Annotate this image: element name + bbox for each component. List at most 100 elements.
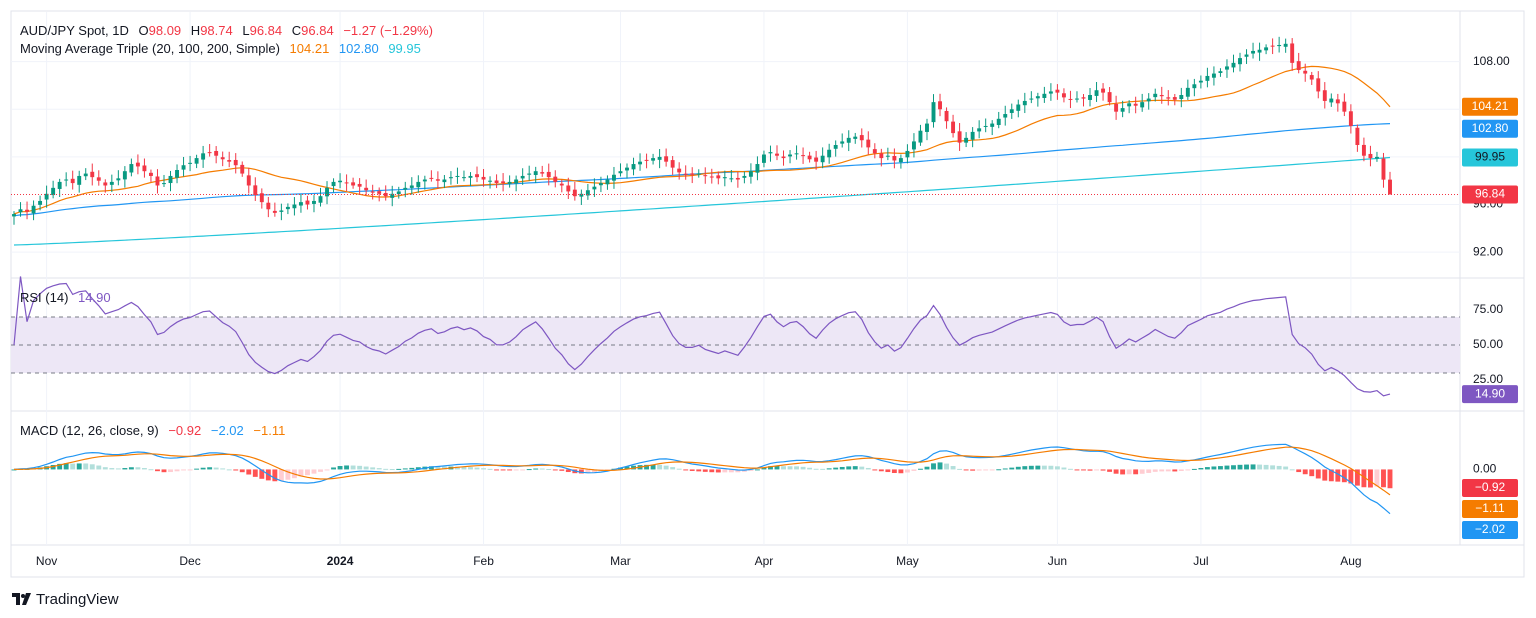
time-tick-label: Nov xyxy=(36,554,57,568)
macd-hist-bar xyxy=(1152,469,1158,472)
value-badge-label: −2.02 xyxy=(1475,522,1506,536)
tradingview-wordmark: TradingView xyxy=(36,590,119,608)
svg-text:RSI (14) 14.90: RSI (14) 14.90 xyxy=(20,290,111,305)
macd-hist-bar xyxy=(1270,465,1276,470)
candle-body xyxy=(755,164,760,173)
macd-hist-bar xyxy=(918,468,923,470)
candle-body xyxy=(866,139,871,148)
time-tick-label: 2024 xyxy=(327,554,354,568)
macd-hist-bar xyxy=(689,469,695,471)
candle-body xyxy=(148,172,153,176)
candle-body xyxy=(259,193,264,203)
candle-body xyxy=(781,156,786,159)
candle-body xyxy=(1329,98,1334,103)
candle-body xyxy=(383,192,388,197)
value-badge-label: 14.90 xyxy=(1475,386,1505,400)
candle-body xyxy=(135,162,140,167)
candle-body xyxy=(298,202,303,206)
macd-hist-bar xyxy=(585,469,591,474)
macd-hist-bar xyxy=(194,468,200,470)
candle-body xyxy=(1316,78,1321,92)
macd-hist-bar xyxy=(852,466,858,470)
candle-body xyxy=(338,180,343,183)
candle-body xyxy=(931,102,936,123)
candle-body xyxy=(664,156,669,162)
candle-body xyxy=(168,175,173,184)
macd-hist-bar xyxy=(357,465,363,470)
ma200-line xyxy=(13,156,1391,246)
candle-body xyxy=(90,171,95,178)
macd-hist-bar xyxy=(70,463,76,470)
candle-body xyxy=(807,155,812,160)
macd-hist-bar xyxy=(644,464,650,470)
macd-hist-bar xyxy=(481,468,486,470)
candle-body xyxy=(579,193,584,197)
macd-hist-bar xyxy=(148,469,154,471)
macd-hist-bar xyxy=(474,467,480,470)
candle-body xyxy=(1068,98,1073,100)
candle-body xyxy=(729,178,734,180)
candle-body xyxy=(103,182,108,186)
value-badge xyxy=(1462,499,1518,518)
candle-body xyxy=(44,193,49,200)
tradingview-branding[interactable]: TradingView xyxy=(12,588,119,610)
candle-body xyxy=(775,153,779,156)
candle-body xyxy=(990,123,995,127)
macd-hist-bar xyxy=(1263,464,1269,470)
macd-hist-bar xyxy=(259,469,265,479)
time-tick-label: Dec xyxy=(179,554,200,568)
candle-body xyxy=(475,174,479,178)
macd-hist-bar xyxy=(1120,469,1126,475)
candle-body xyxy=(1198,80,1203,83)
macd-hist-bar xyxy=(650,464,656,470)
macd-hist-bar xyxy=(976,469,982,471)
candle-body xyxy=(540,172,545,174)
macd-hist-bar xyxy=(1028,465,1034,470)
candle-body xyxy=(527,173,532,175)
candle-body xyxy=(96,177,101,181)
candle-body xyxy=(598,183,603,186)
candle-body xyxy=(25,209,29,212)
macd-hist-bar xyxy=(1165,469,1171,472)
candle-body xyxy=(742,175,747,178)
axis-badges: 104.21 102.80 99.95 96.84 14.90 −0.92 −1.11 −2.… xyxy=(1462,97,1518,539)
candle-body xyxy=(1355,127,1360,145)
candle-body xyxy=(272,210,277,213)
macd-hist-bar xyxy=(1387,469,1393,489)
macd-hist-bar xyxy=(494,469,500,471)
macd-hist-bar xyxy=(1250,464,1256,470)
candle-body xyxy=(1290,43,1295,63)
candle-body xyxy=(814,157,819,162)
candle-body xyxy=(514,179,519,184)
macd-hist-bar xyxy=(702,469,708,472)
macd-hist-bar xyxy=(331,467,336,470)
macd-hist-bar xyxy=(1198,468,1204,470)
candle-body xyxy=(220,157,225,160)
candle-body xyxy=(207,152,212,154)
macd-hist-bar xyxy=(168,469,173,473)
macd-hist-bar xyxy=(1283,466,1289,470)
macd-hist-bar xyxy=(1341,469,1347,483)
macd-hist-bar xyxy=(996,469,1002,471)
candle-body xyxy=(859,135,864,141)
candle-body xyxy=(1081,97,1086,99)
candle-body xyxy=(462,177,466,179)
macd-hist-bar xyxy=(833,467,839,470)
macd-hist-bar xyxy=(1257,464,1263,470)
candle-body xyxy=(585,190,590,196)
macd-hist-bar xyxy=(435,466,441,470)
macd-hist-bar xyxy=(911,469,917,471)
macd-value: −2.02 xyxy=(211,423,244,438)
candle-body xyxy=(1035,96,1040,99)
macd-hist-bar xyxy=(1191,468,1197,470)
candle-body xyxy=(1003,114,1008,118)
candle-body xyxy=(1303,70,1308,74)
macd-signal-value: −1.11 xyxy=(253,423,285,438)
candle-body xyxy=(1048,91,1053,94)
macd-hist-bar xyxy=(989,469,995,471)
macd-hist-bar xyxy=(1315,469,1321,479)
macd-hist-bar xyxy=(1087,469,1093,471)
macd-legend-title: MACD (12, 26, close, 9) xyxy=(20,423,159,438)
candle-body xyxy=(142,165,147,172)
